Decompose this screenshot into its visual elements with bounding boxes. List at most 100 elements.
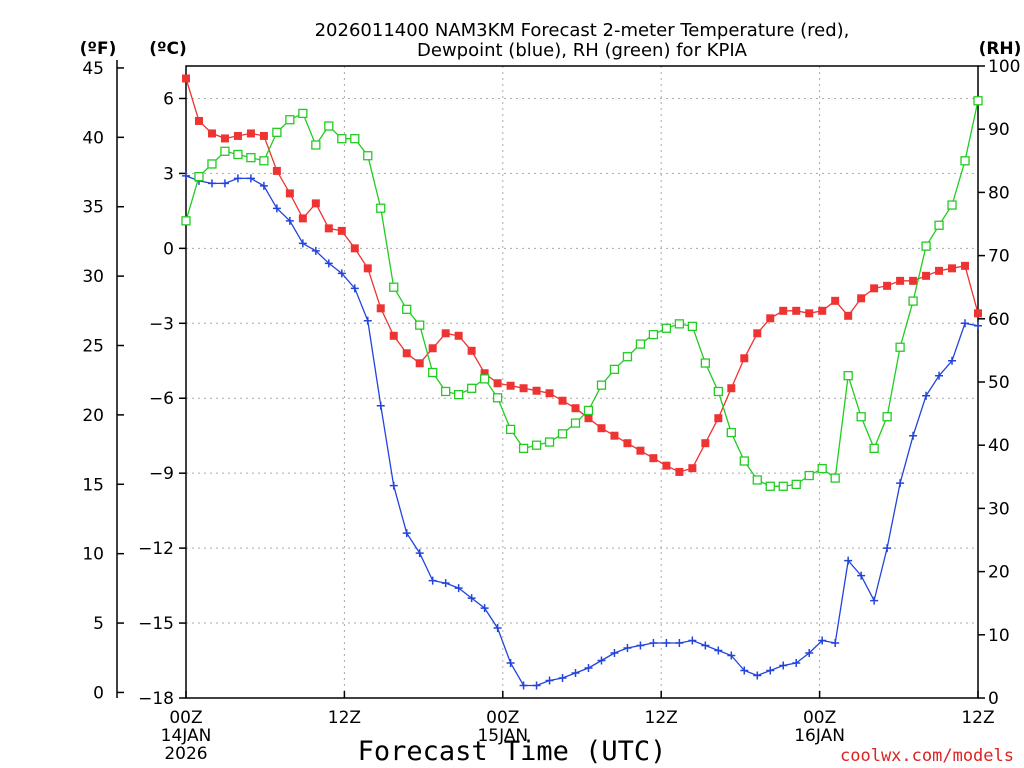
rh-point — [804, 470, 814, 481]
rh-point — [609, 364, 620, 375]
dewpoint-series-line — [185, 175, 979, 687]
dewpoint-point — [246, 174, 255, 183]
celsius-tick-label: 0 — [163, 239, 174, 259]
2-meter-temperature-point — [454, 331, 463, 340]
dewpoint-point — [493, 624, 502, 633]
dewpoint-point — [389, 481, 398, 490]
fahrenheit-tick-label: 40 — [82, 128, 104, 148]
x-tick-label: 12Z — [328, 708, 361, 728]
dewpoint-point — [480, 604, 489, 613]
x-tick-label: 00Z — [803, 708, 836, 728]
celsius-tick-label: −9 — [149, 464, 174, 484]
rh-point — [726, 427, 736, 438]
2-meter-temperature-point — [272, 166, 281, 175]
rh-tick-label: 100 — [988, 57, 1020, 77]
dewpoint-point — [558, 674, 567, 683]
dewpoint-point — [324, 259, 333, 268]
2-meter-temperature-point — [402, 349, 411, 358]
fahrenheit-tick-label: 35 — [82, 198, 104, 218]
dewpoint-point — [740, 666, 749, 675]
2-meter-temperature-point — [714, 414, 723, 423]
celsius-tick-label: 6 — [163, 89, 174, 109]
fahrenheit-tick-label: 45 — [82, 59, 104, 79]
2-meter-temperature-point — [753, 329, 762, 338]
chart-title-line2: Dewpoint (blue), RH (green) for KPIA — [417, 40, 748, 61]
rh-tick-label: 10 — [988, 626, 1010, 646]
2-meter-temperature-point — [233, 131, 242, 140]
dewpoint-point — [766, 666, 775, 675]
2-meter-temperature-point — [441, 329, 450, 338]
grid-lines — [186, 66, 978, 698]
rh-point — [415, 320, 425, 330]
dewpoint-point — [688, 636, 697, 645]
fahrenheit-tick-label: 10 — [82, 545, 104, 565]
2-meter-temperature-point — [311, 199, 320, 208]
2-meter-temperature-point — [376, 304, 385, 313]
rh-point — [791, 479, 801, 490]
dewpoint-point — [870, 596, 879, 605]
rh-tick-label: 80 — [988, 183, 1010, 203]
rh-point — [687, 321, 698, 332]
credit-label: coolwx.com/models — [840, 746, 1014, 766]
2-meter-temperature-point — [662, 461, 671, 470]
celsius-unit-label: (ºC) — [149, 39, 187, 59]
dewpoint-point — [415, 549, 424, 558]
2-meter-temperature-point — [792, 306, 801, 315]
rh-point — [402, 304, 412, 314]
dewpoint-point — [662, 639, 671, 648]
dewpoint-point — [857, 571, 866, 580]
2-meter-temperature-point — [337, 226, 346, 235]
rh-point — [479, 374, 490, 384]
dewpoint-point — [441, 579, 450, 588]
dewpoint-point — [636, 641, 645, 650]
2-meter-temperature-point — [298, 214, 307, 223]
2-meter-temperature-point — [480, 369, 489, 378]
dewpoint-point — [818, 636, 827, 645]
2-meter-temperature-point — [428, 344, 437, 353]
rh-point — [220, 146, 230, 156]
rh-point — [324, 121, 334, 131]
dewpoint-point — [584, 664, 593, 673]
rh-point — [960, 156, 970, 166]
x-tick-label: 00Z — [486, 708, 519, 728]
2-meter-temperature-point — [805, 309, 814, 318]
dewpoint-point — [844, 556, 853, 565]
fahrenheit-tick-label: 30 — [82, 267, 104, 287]
rh-series-line — [185, 100, 979, 487]
2-meter-temperature-point — [870, 284, 879, 293]
2-meter-temperature-point — [935, 266, 944, 275]
rh-point — [648, 329, 659, 340]
rh-point — [869, 443, 879, 454]
2-meter-temperature-point — [389, 331, 398, 340]
rh-tick-label: 30 — [988, 499, 1010, 519]
x-date-label: 14JAN — [161, 726, 212, 746]
2-meter-temperature-point — [350, 244, 359, 253]
dewpoint-point — [961, 319, 970, 328]
chart-title-line1: 2026011400 NAM3KM Forecast 2-meter Tempe… — [315, 20, 850, 41]
rh-point — [895, 342, 905, 352]
rh-point — [635, 339, 646, 349]
rh-point — [557, 429, 568, 439]
dewpoint-point — [571, 669, 580, 678]
rh-point — [843, 371, 853, 381]
rh-point — [570, 418, 581, 428]
rh-point — [921, 241, 931, 251]
axes — [116, 59, 985, 699]
x-tick-label: 00Z — [169, 708, 202, 728]
2-meter-temperature-point — [727, 384, 736, 393]
fahrenheit-tick-label: 0 — [93, 683, 104, 703]
rh-tick-label: 70 — [988, 247, 1010, 267]
2-meter-temperature-point — [207, 129, 216, 138]
fahrenheit-tick-label: 15 — [82, 475, 104, 495]
2-meter-temperature-point — [259, 131, 268, 140]
rh-point — [441, 386, 451, 397]
2-meter-temperature-point — [831, 296, 840, 305]
dewpoint-point — [701, 641, 710, 650]
2-meter-temperature-point — [597, 424, 606, 433]
dewpoint-point — [675, 639, 684, 648]
2-meter-temperature-point — [610, 431, 619, 440]
dewpoint-point — [831, 639, 840, 648]
dewpoint-point — [402, 529, 411, 538]
dewpoint-point — [207, 179, 216, 188]
